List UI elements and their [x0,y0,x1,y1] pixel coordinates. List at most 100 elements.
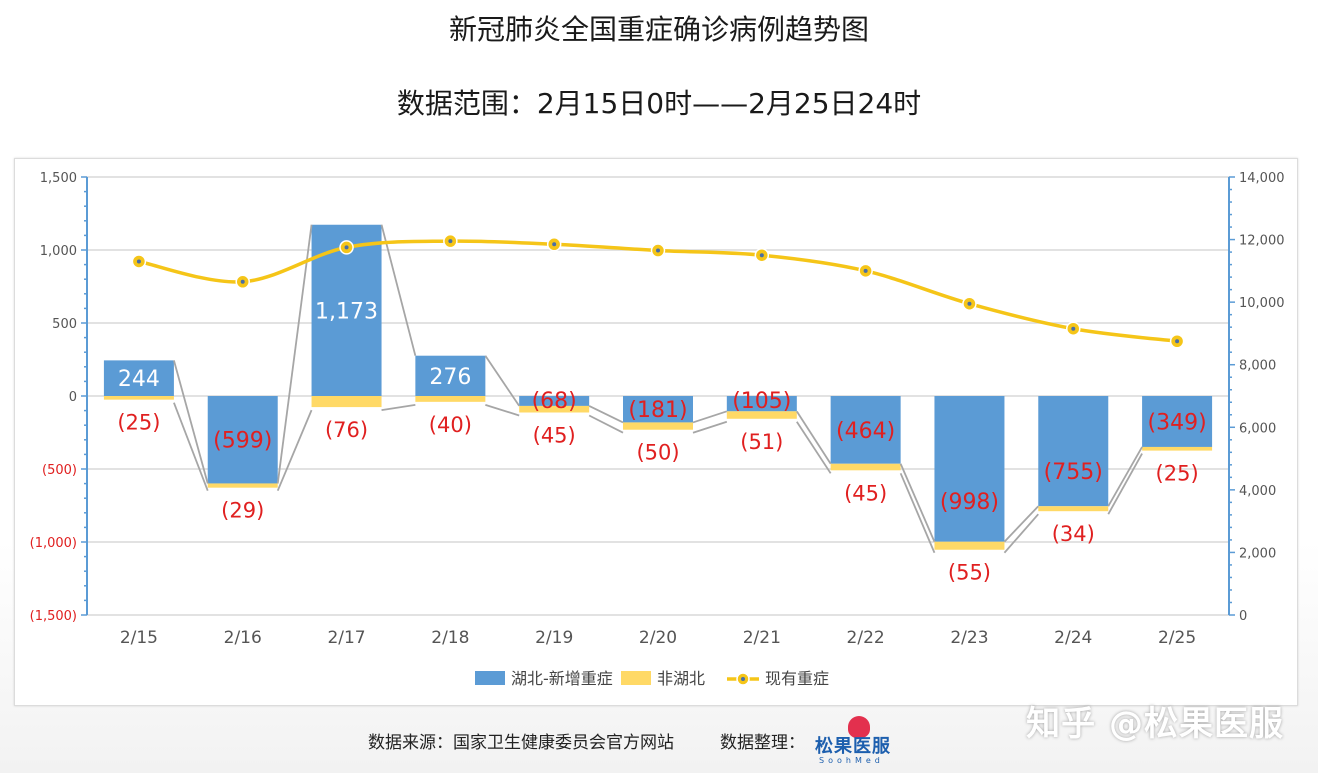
x-tick-label: 2/20 [639,628,677,648]
x-tick-label: 2/18 [431,628,469,648]
legend-swatch-current-center [741,677,745,681]
right-axis-tick-label: 12,000 [1239,234,1285,249]
bar-non-hubei [1038,506,1109,512]
x-tick-label: 2/16 [224,628,262,648]
chart-container: 1,500 1,000 500 0 (500) (1,000) (1,500) 14,000 1… [14,158,1298,706]
x-tick-label: 2/25 [1158,628,1196,648]
legend-label-current: 现有重症 [765,669,829,688]
point-current-severe-center [1071,326,1076,331]
connector-line [1003,505,1039,543]
right-axis-tick-label: 10,000 [1239,296,1285,311]
bar-non-hubei [1142,446,1213,451]
logo-subtext: SoohMed [819,756,884,765]
right-axis-tick-label: 0 [1239,609,1247,624]
point-current-severe-center [552,242,557,247]
combo-chart: 1,500 1,000 500 0 (500) (1,000) (1,500) 14,000 1… [30,171,1285,688]
bar-hubei-data-label: (181) [628,398,687,423]
bar-non-hubei-data-label: (76) [325,418,368,442]
bar-hubei-data-label: (755) [1044,460,1103,485]
bar-non-hubei-data-label: (45) [844,481,887,505]
bar-hubei [1142,396,1213,447]
x-tick-label: 2/22 [847,628,885,648]
bar-hubei-data-label: (464) [836,419,895,444]
data-source-text: 数据来源：国家卫生健康委员会官方网站 [368,733,674,753]
watermark: 知乎 @松果医服 [1026,704,1284,744]
left-axis-tick-label: (500) [42,463,77,478]
left-axis-tick-label: 500 [52,317,77,332]
bar-hubei [207,396,278,484]
bar-hubei-data-label: 244 [118,367,160,392]
point-current-severe-center [240,279,245,284]
bar-hubei [623,396,693,423]
connector-line [484,355,520,407]
x-tick-label: 2/15 [120,628,158,648]
connector-line [381,403,416,411]
logo-text: 松果医服 [815,736,891,757]
right-axis-tick-label: 2,000 [1239,546,1276,561]
bar-hubei [934,396,1005,542]
bar-non-hubei [726,411,797,419]
connector-line [276,224,313,484]
bar-hubei [1038,396,1109,507]
bar-non-hubei-data-label: (34) [1052,522,1095,546]
connector-line [796,410,832,465]
left-axis-tick-label: 0 [69,390,77,405]
bar-non-hubei [207,483,278,488]
connector-line [380,224,417,356]
right-axis-tick-label: 4,000 [1239,484,1276,499]
connector-line [692,410,728,424]
connector-line [485,403,520,417]
point-current-severe-center [967,301,972,306]
bar-non-hubei-data-label: (25) [117,411,160,435]
x-tick-label: 2/23 [950,628,988,648]
chart-title: 新冠肺炎全国重症确诊病例趋势图 [448,13,869,46]
x-tick-label: 2/24 [1054,628,1092,648]
left-axis-tick-label: 1,500 [40,171,77,186]
bar-non-hubei-data-label: (29) [221,499,264,523]
connector-line [692,420,728,434]
logo-cup-icon [848,716,870,738]
right-axis-tick-label: 14,000 [1239,171,1285,186]
bar-non-hubei-data-label: (51) [740,430,783,454]
bar-non-hubei-data-label: (40) [429,413,472,437]
bar-hubei [415,355,486,396]
bar-hubei [103,360,174,396]
bar-non-hubei [830,463,901,471]
connector-line [588,405,624,424]
left-axis-tick-label: (1,000) [30,536,77,551]
point-current-severe-center [1175,339,1180,344]
bar-non-hubei-data-label: (45) [533,423,576,447]
right-axis-tick-label: 8,000 [1239,359,1276,374]
point-current-severe-center [863,268,868,273]
brand-logo: 松果医服 SoohMed [815,712,915,768]
left-axis-tick-label: (1,500) [30,609,77,624]
bar-hubei [726,396,797,412]
x-tick-label: 2/17 [327,628,365,648]
left-axis-tick-label: 1,000 [40,244,77,259]
legend-label-non-hubei: 非湖北 [657,669,705,688]
bar-hubei [830,396,901,464]
bar-non-hubei-data-label: (25) [1156,462,1199,486]
bar-non-hubei [519,405,590,413]
legend-swatch-hubei [475,671,505,685]
connector-line [173,402,209,492]
bar-non-hubei [311,396,382,408]
data-organizer-text: 数据整理： [720,733,805,753]
bar-non-hubei [415,396,486,402]
connector-line [1107,446,1143,507]
connector-line [173,360,209,484]
x-tick-label: 2/21 [743,628,781,648]
point-current-severe-center [759,253,764,258]
connector-line [588,414,624,434]
point-current-severe-center [448,239,453,244]
bar-hubei-data-label: (349) [1148,410,1207,435]
connector-line [276,409,313,492]
bar-hubei-data-label: (105) [732,389,791,414]
connector-line [899,472,936,554]
point-current-severe-center [656,248,660,253]
bar-hubei [519,396,590,406]
point-current-severe-center [344,245,349,250]
connector-line [899,463,936,543]
bar-non-hubei [623,422,693,430]
bar-hubei-data-label: (68) [532,389,577,414]
